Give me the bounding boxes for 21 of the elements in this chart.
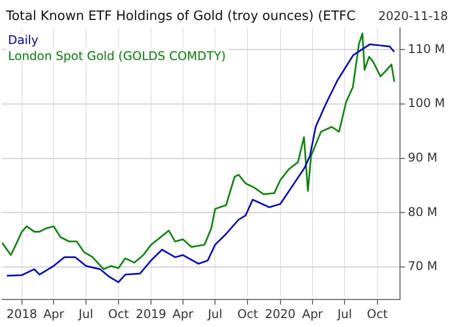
text: London Spot Gold (GOLDS COMDTY)	[8, 49, 226, 63]
x-tick-label: 2020	[264, 306, 296, 321]
x-tick-label: Apr	[43, 306, 64, 321]
x-tick-label: Oct	[237, 306, 258, 321]
y-tick-label: 80 M	[408, 204, 438, 219]
x-tick-label: Apr	[302, 306, 323, 321]
x-tick-label: Jul	[206, 306, 222, 321]
text: 2020-11-18	[378, 9, 448, 23]
y-tick-label: 90 M	[408, 150, 438, 164]
y-tick-label: 110 M	[408, 42, 446, 56]
x-tick-label: Jul	[336, 306, 352, 321]
text: Daily	[8, 33, 38, 47]
chart-title: Total Known ETF Holdings of Gold (troy ounces) (ETFC	[5, 9, 356, 24]
x-tick-label: Jul	[78, 306, 94, 321]
x-tick-label: 2019	[136, 306, 166, 321]
y-tick-label: 70 M	[408, 259, 438, 274]
x-tick-label: Oct	[366, 306, 388, 321]
y-tick-label: 100 M	[408, 96, 446, 110]
x-tick-label: Apr	[172, 306, 194, 321]
x-tick-label: Oct	[108, 306, 130, 321]
x-tick-label: 2018	[6, 306, 38, 321]
